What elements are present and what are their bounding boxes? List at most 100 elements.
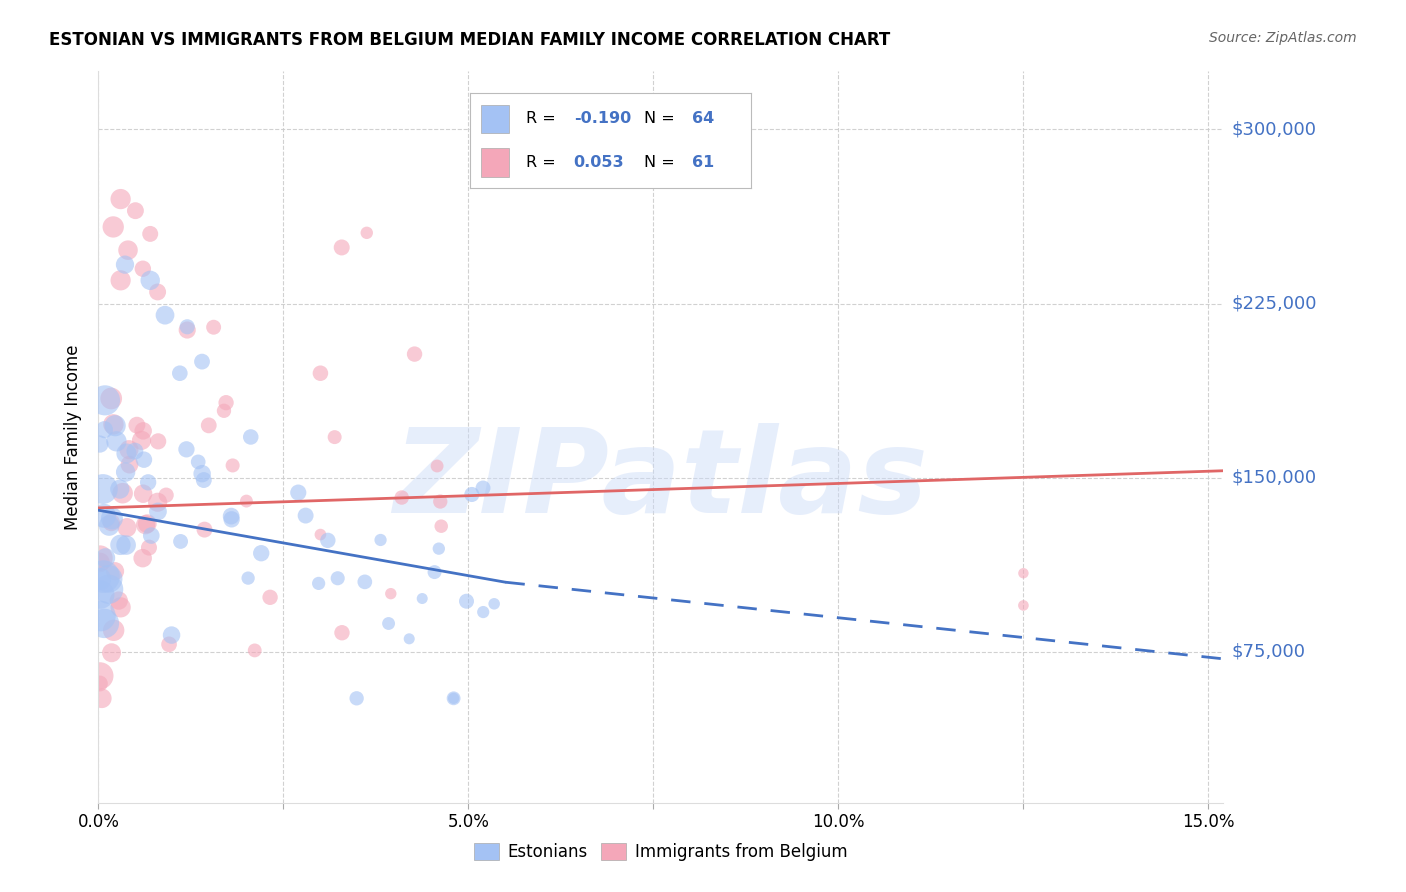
Point — [219, 509, 242, 524]
Point — [169, 534, 191, 549]
Point — [377, 616, 399, 631]
Point — [118, 442, 141, 457]
Point — [115, 538, 138, 552]
Point — [108, 482, 131, 496]
Point — [191, 354, 214, 368]
Point — [89, 588, 111, 602]
Point — [124, 444, 146, 458]
Point — [443, 691, 465, 706]
Point — [187, 455, 209, 469]
Point — [309, 527, 332, 541]
Point — [136, 475, 159, 490]
Point — [482, 597, 505, 611]
Point — [124, 203, 146, 218]
Point — [461, 487, 484, 501]
Point — [353, 574, 375, 589]
Point — [202, 320, 225, 334]
Point — [398, 632, 420, 646]
Point — [236, 571, 259, 585]
Point — [132, 486, 155, 500]
Point — [193, 473, 215, 487]
Point — [259, 591, 281, 605]
Point — [125, 418, 148, 433]
Point — [176, 319, 198, 334]
Point — [110, 273, 132, 287]
Point — [89, 609, 111, 624]
Point — [316, 533, 339, 548]
Point — [104, 564, 127, 578]
Point — [221, 512, 243, 526]
Point — [89, 676, 111, 690]
Point — [135, 517, 157, 532]
Point — [221, 458, 243, 473]
Point — [157, 637, 180, 651]
Point — [146, 504, 169, 518]
Point — [391, 491, 413, 505]
Point — [110, 538, 132, 552]
Point — [110, 192, 132, 206]
Point — [146, 495, 169, 509]
Point — [103, 624, 125, 638]
Point — [103, 219, 125, 234]
Point — [472, 605, 495, 619]
Point — [308, 576, 330, 591]
Point — [294, 508, 316, 523]
Text: Source: ZipAtlas.com: Source: ZipAtlas.com — [1209, 31, 1357, 45]
Point — [430, 519, 453, 533]
Text: $225,000: $225,000 — [1232, 294, 1317, 312]
Point — [117, 243, 139, 257]
Point — [176, 442, 198, 457]
Point — [456, 594, 478, 608]
Point — [131, 434, 153, 448]
Point — [89, 437, 111, 451]
Point — [97, 582, 120, 597]
Point — [103, 417, 125, 432]
Point — [90, 691, 112, 706]
Text: $150,000: $150,000 — [1232, 468, 1316, 487]
Point — [356, 226, 378, 240]
Point — [114, 465, 136, 479]
Point — [146, 434, 169, 449]
Point — [136, 516, 159, 531]
Point — [472, 481, 495, 495]
Point — [1012, 599, 1035, 613]
Point — [370, 533, 392, 547]
Point — [411, 591, 433, 606]
Point — [93, 616, 115, 631]
Point — [215, 395, 238, 409]
Point — [89, 556, 111, 570]
Point — [94, 550, 117, 565]
Point — [423, 565, 446, 579]
Point — [239, 430, 262, 444]
Point — [138, 541, 160, 555]
Point — [243, 643, 266, 657]
Point — [443, 691, 465, 706]
Point — [118, 458, 141, 472]
Point — [107, 593, 129, 607]
Point — [141, 528, 163, 542]
Text: $75,000: $75,000 — [1232, 643, 1306, 661]
Point — [309, 366, 332, 380]
Point — [100, 646, 122, 660]
Point — [404, 347, 426, 361]
Point — [94, 393, 117, 408]
Point — [101, 511, 124, 525]
Point — [427, 541, 450, 556]
Point — [89, 572, 111, 586]
Point — [346, 691, 368, 706]
Point — [100, 516, 122, 530]
Point — [426, 458, 449, 473]
Point — [89, 551, 111, 566]
Point — [105, 434, 128, 449]
Point — [429, 494, 451, 508]
Point — [131, 551, 153, 566]
Point — [93, 508, 115, 523]
Point — [104, 418, 127, 433]
Point — [197, 418, 219, 433]
Text: ZIPatlas: ZIPatlas — [394, 424, 928, 539]
Point — [250, 546, 273, 560]
Point — [132, 424, 155, 438]
Point — [287, 485, 309, 500]
Point — [380, 587, 402, 601]
Point — [193, 523, 215, 537]
